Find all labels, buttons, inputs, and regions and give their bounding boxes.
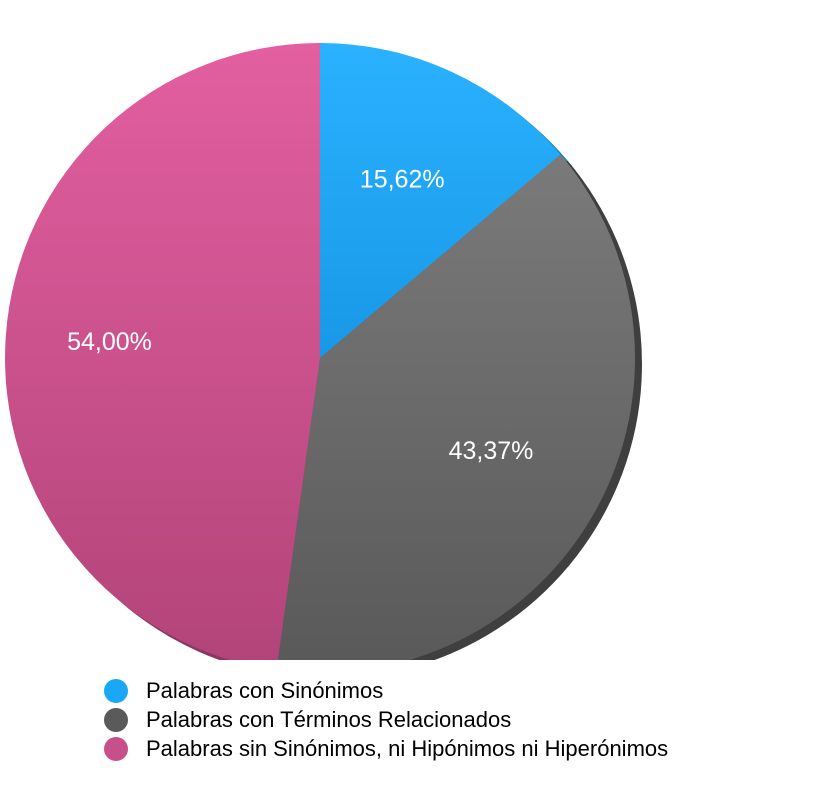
legend-label: Palabras sin Sinónimos, ni Hipónimos ni … — [146, 735, 669, 761]
legend-marker — [104, 678, 128, 703]
pie-slice — [320, 43, 561, 358]
pie-slice — [277, 154, 635, 660]
legend-marker — [104, 707, 128, 732]
pie-data-label: 15,62% — [360, 165, 445, 193]
pie-chart: 15,62% 43,37% 54,00% — [5, 43, 642, 660]
pie-slice — [5, 43, 320, 660]
legend-label: Palabras con Términos Relacionados — [146, 706, 512, 732]
legend: Palabras con Sinónimos Palabras con Térm… — [104, 676, 668, 763]
legend-item-terminos-relacionados: Palabras con Términos Relacionados — [104, 705, 668, 734]
pie-data-label: 54,00% — [67, 328, 152, 356]
legend-label: Palabras con Sinónimos — [146, 677, 384, 703]
pie-labels: 15,62% 43,37% 54,00% — [67, 165, 534, 465]
legend-item-sinonimos: Palabras con Sinónimos — [104, 676, 668, 705]
legend-marker — [104, 736, 128, 761]
pie-slices — [5, 43, 635, 660]
pie-data-label: 43,37% — [449, 437, 534, 465]
legend-item-sin-sinonimos: Palabras sin Sinónimos, ni Hipónimos ni … — [104, 734, 668, 763]
